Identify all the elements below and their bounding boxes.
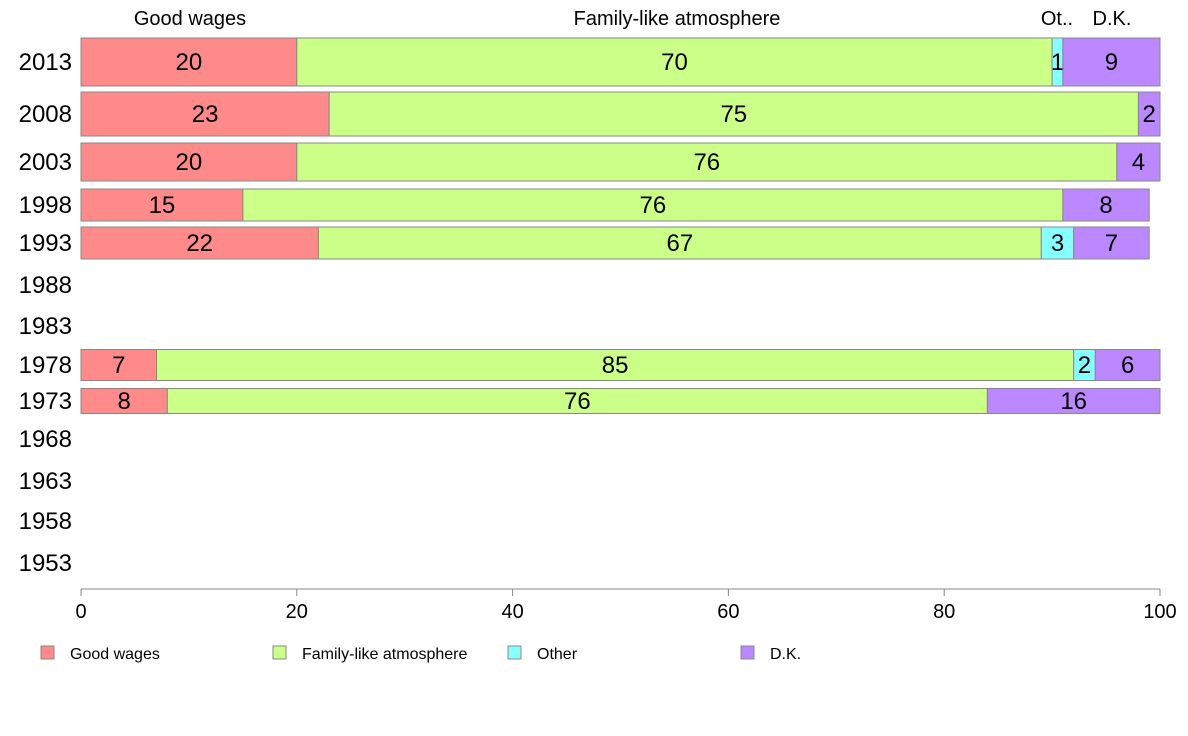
bar-2008-series-3 [1137, 91, 1161, 137]
data-label-2003-series-0: 20 [176, 149, 203, 176]
data-label-2003-series-1: 76 [693, 149, 720, 176]
x-tick-label-80: 80 [933, 601, 955, 623]
data-label-2008-series-0: 23 [192, 101, 219, 128]
x-tick-label-20: 20 [286, 601, 308, 623]
bar-2003-series-0 [80, 142, 298, 182]
data-label-2013-series-3: 9 [1105, 49, 1118, 76]
bar-1998-series-1 [242, 188, 1064, 222]
legend-swatch-1 [272, 645, 287, 660]
legend-swatch-0 [40, 645, 55, 660]
year-axis-labels: 2013 2008 2003 1998 1993 1988 1983 1978 1973 1968… [19, 49, 72, 577]
legend-label-0: Good wages [70, 646, 160, 663]
x-axis: 0 20 40 60 80 100 [75, 588, 1177, 623]
data-label-1978-series-0: 7 [112, 352, 125, 379]
bar-1993-series-0 [80, 226, 319, 260]
year-label-1973: 1973 [19, 388, 72, 415]
legend-swatch-3 [740, 645, 755, 660]
data-label-2008-series-3: 2 [1143, 101, 1156, 128]
top-segment-labels: Good wages Family-like atmosphere Ot.. D.K. [134, 8, 1132, 30]
year-label-2013: 2013 [19, 49, 72, 76]
data-label-2013-series-0: 20 [176, 49, 203, 76]
year-label-1953: 1953 [19, 550, 72, 577]
legend-swatch-2 [507, 645, 522, 660]
bar-1993-series-3 [1073, 226, 1150, 260]
top-label-2: Ot.. [1041, 8, 1073, 30]
data-label-1998-series-3: 8 [1099, 192, 1112, 219]
year-label-1998: 1998 [19, 192, 72, 219]
year-label-1963: 1963 [19, 468, 72, 495]
year-label-2008: 2008 [19, 101, 72, 128]
year-label-2003: 2003 [19, 149, 72, 176]
bar-2013-series-1 [296, 37, 1053, 87]
x-tick-label-0: 0 [75, 601, 86, 623]
data-label-1998-series-1: 76 [640, 192, 667, 219]
year-label-1988: 1988 [19, 272, 72, 299]
data-label-1993-series-1: 67 [666, 230, 693, 257]
legend-label-3: D.K. [770, 646, 801, 663]
top-label-3: D.K. [1093, 8, 1132, 30]
data-label-2013-series-2: 1 [1051, 49, 1064, 76]
bar-1993-series-2 [1040, 226, 1075, 260]
data-label-1973-series-0: 8 [117, 388, 130, 415]
data-label-1973-series-1: 76 [564, 388, 591, 415]
bars: 20 70 1 923 75 220 76 415 76 822 67 3 77 85 2 68 76 16 [80, 37, 1161, 415]
legend-label-1: Family-like atmosphere [302, 646, 467, 663]
data-label-1973-series-3: 16 [1060, 388, 1087, 415]
bar-1978-series-3 [1094, 349, 1161, 381]
bar-2008-series-1 [328, 91, 1139, 137]
bar-1978-series-0 [80, 349, 158, 381]
bar-1973-series-0 [80, 388, 168, 414]
data-label-1978-series-1: 85 [602, 352, 629, 379]
year-label-1968: 1968 [19, 426, 72, 453]
data-label-1993-series-3: 7 [1105, 230, 1118, 257]
bar-1978-series-1 [156, 349, 1075, 381]
bar-2003-series-3 [1116, 142, 1161, 182]
bar-2013-series-0 [80, 37, 298, 87]
data-label-2003-series-3: 4 [1132, 149, 1145, 176]
bar-2003-series-1 [296, 142, 1118, 182]
year-label-1983: 1983 [19, 313, 72, 340]
data-label-1993-series-0: 22 [186, 230, 213, 257]
x-tick-label-100: 100 [1143, 601, 1176, 623]
data-label-1978-series-3: 6 [1121, 352, 1134, 379]
top-label-0: Good wages [134, 8, 246, 30]
year-label-1993: 1993 [19, 230, 72, 257]
data-label-1993-series-2: 3 [1051, 230, 1064, 257]
data-label-1998-series-0: 15 [149, 192, 176, 219]
year-label-1958: 1958 [19, 508, 72, 535]
x-tick-label-40: 40 [501, 601, 523, 623]
bar-1998-series-0 [80, 188, 244, 222]
legend-label-2: Other [537, 646, 578, 663]
data-label-2008-series-1: 75 [720, 101, 747, 128]
year-label-1978: 1978 [19, 352, 72, 379]
legend: Good wages Family-like atmosphere Other D.K… [40, 645, 801, 663]
bar-2013-series-3 [1062, 37, 1161, 87]
top-label-1: Family-like atmosphere [574, 8, 781, 30]
x-tick-label-60: 60 [717, 601, 739, 623]
bar-1998-series-3 [1062, 188, 1150, 222]
data-label-1978-series-2: 2 [1078, 352, 1091, 379]
bar-1973-series-3 [986, 388, 1161, 414]
data-label-2013-series-1: 70 [661, 49, 688, 76]
